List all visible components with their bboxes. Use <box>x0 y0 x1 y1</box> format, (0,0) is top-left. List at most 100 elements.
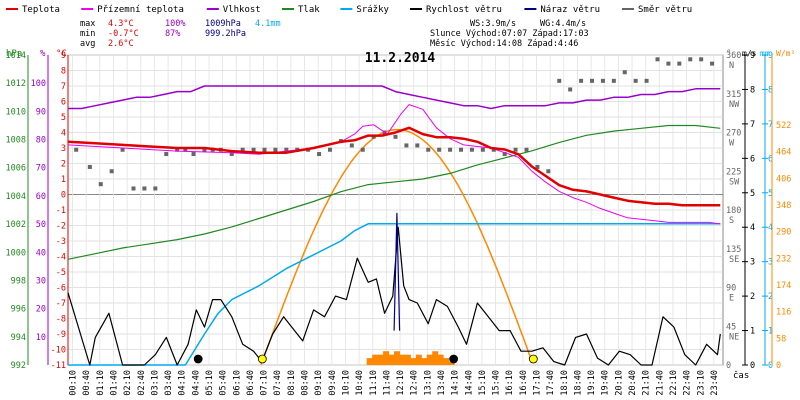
hpa-tick: 996 <box>11 305 26 315</box>
x-tick-label: 02:10 <box>123 370 133 396</box>
temp-unit: °C <box>56 49 67 59</box>
rain-bar <box>437 354 444 365</box>
hpa-tick: 992 <box>11 361 26 371</box>
rain-bar <box>448 361 455 365</box>
stats-value: 999.2hPa <box>205 29 246 39</box>
wind-dir-point <box>437 147 442 152</box>
wm2-tick: 0 <box>776 361 781 371</box>
temp-tick: -9 <box>56 330 66 340</box>
wind-dir-point <box>590 78 594 83</box>
mm-tick: 8 <box>768 85 773 95</box>
series-line-srážky <box>68 223 721 366</box>
rain-bar <box>388 354 395 365</box>
temp-tick: 7 <box>61 82 66 92</box>
dir-tick-compass: SW <box>729 177 740 187</box>
pct-tick: 90 <box>36 107 46 117</box>
x-tick-label: 09:10 <box>314 370 324 396</box>
wind-dir-point <box>502 152 507 157</box>
x-tick-label: 19:10 <box>587 370 597 396</box>
legend-item: Rychlost větru <box>426 5 502 15</box>
rain-bar <box>366 358 373 365</box>
pct-tick: 60 <box>36 192 46 202</box>
x-tick-label: 08:40 <box>301 370 311 396</box>
stats-ws: WS:3.9m/s <box>470 19 516 29</box>
rain-bar <box>432 351 439 365</box>
wind-dir-point <box>688 57 693 62</box>
wind-dir-point <box>240 147 245 152</box>
x-tick-label: 08:10 <box>287 370 297 396</box>
hpa-tick: 1000 <box>6 248 26 258</box>
hpa-tick: 1006 <box>6 164 26 174</box>
legend-item: Směr větru <box>638 5 692 15</box>
wind-dir-point <box>360 147 365 152</box>
wind-dir-point <box>273 147 278 152</box>
wind-dir-point <box>284 147 289 152</box>
dir-tick-compass: E <box>729 294 734 304</box>
wind-dir-point <box>142 186 147 191</box>
wind-dir-point <box>153 186 158 191</box>
x-tick-label: 14:10 <box>451 370 461 396</box>
wind-dir-point <box>666 61 671 66</box>
x-tick-label: 02:40 <box>137 370 147 396</box>
hpa-tick: 1008 <box>6 136 26 146</box>
x-tick-label: 10:10 <box>341 370 351 396</box>
wind-dir-point <box>393 134 398 139</box>
stats-sun: Slunce Východ:07:07 Západ:17:03 <box>430 29 589 39</box>
dir-tick-compass: W <box>729 139 735 149</box>
stats-value: 4.3°C <box>108 19 134 29</box>
x-tick-label: 00:10 <box>69 370 79 396</box>
wm2-unit: W/m² <box>776 49 795 58</box>
rain-bar <box>372 354 379 365</box>
sunset-marker <box>528 354 538 364</box>
rain-bar <box>404 354 411 365</box>
series-line-náraz-větru <box>393 212 401 331</box>
wind-dir-point <box>404 143 409 148</box>
wind-dir-point <box>513 147 518 152</box>
wm2-tick: 232 <box>776 254 791 264</box>
dir-tick-compass: S <box>729 216 734 226</box>
ms-tick: 0 <box>750 361 755 371</box>
wind-dir-point <box>611 78 616 83</box>
wind-dir-point <box>317 152 322 157</box>
rain-bar <box>415 354 422 365</box>
x-tick-label: 04:40 <box>191 370 201 396</box>
wind-dir-point <box>175 147 180 152</box>
wind-dir-point <box>524 147 529 152</box>
wind-dir-point <box>600 78 605 83</box>
mm-tick: 6 <box>768 154 773 164</box>
wind-dir-point <box>469 147 474 152</box>
temp-tick: 4 <box>61 129 66 139</box>
wind-dir-point <box>622 70 627 75</box>
temp-tick: 6 <box>61 98 66 108</box>
hpa-tick: 994 <box>11 333 26 343</box>
wind-dir-point <box>644 78 649 83</box>
x-tick-label: 21:40 <box>655 370 665 396</box>
wind-dir-point <box>349 143 354 148</box>
pct-tick: 100 <box>31 79 46 89</box>
pct-tick: 50 <box>36 220 46 230</box>
mm-tick: 5 <box>768 189 773 199</box>
sunrise-marker <box>257 354 267 364</box>
pct-tick: 10 <box>36 333 46 343</box>
dir-tick: 0 <box>726 361 731 371</box>
stats-value: min <box>80 29 95 39</box>
mm-unit: mm <box>760 49 770 58</box>
wind-dir-point <box>699 57 704 62</box>
moonrise-marker <box>449 354 459 364</box>
legend-item: Přízemní teplota <box>97 5 184 15</box>
x-tick-label: 22:40 <box>683 370 693 396</box>
x-tick-label: 18:10 <box>560 370 570 396</box>
temp-tick: -5 <box>56 268 66 278</box>
mm-tick: 7 <box>768 120 773 130</box>
x-tick-label: 21:10 <box>642 370 652 396</box>
x-tick-label: 03:10 <box>150 370 160 396</box>
temp-tick: -8 <box>56 315 66 325</box>
mm-tick: 0 <box>768 361 773 371</box>
dir-tick-compass: NW <box>729 100 740 110</box>
wind-dir-point <box>448 147 453 152</box>
dir-tick-compass: SE <box>729 255 739 265</box>
wm2-tick: 348 <box>776 201 791 211</box>
x-tick-label: 17:10 <box>533 370 543 396</box>
x-tick-label: 00:40 <box>82 370 92 396</box>
